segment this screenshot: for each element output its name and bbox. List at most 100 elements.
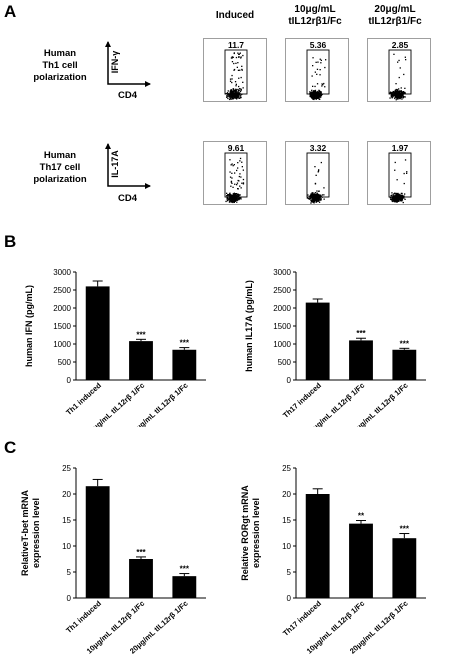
gate-rectangle <box>306 49 330 95</box>
y-tick-label: 10 <box>62 542 71 551</box>
y-tick-label: 500 <box>278 358 292 367</box>
chart-b-left: human IFN (pg/mL) 0 500 1000 1500 2000 2500 300… <box>24 268 206 427</box>
bar <box>392 349 417 380</box>
y-tick-label: 1500 <box>273 322 291 331</box>
y-tick-label: 2500 <box>53 286 71 295</box>
panel-a-letter: A <box>4 2 17 21</box>
y-tick-label: 0 <box>67 376 72 385</box>
row-label-th1-line: Th1 cell <box>42 60 78 71</box>
y-tick-label: 10 <box>282 542 291 551</box>
y-tick-label: 0 <box>287 594 292 603</box>
row-label-th17-line: Th17 cell <box>39 162 81 173</box>
bar <box>129 341 153 380</box>
column-header-induced-line: Induced <box>215 10 255 21</box>
bar <box>305 302 330 380</box>
significance-label: *** <box>356 329 366 338</box>
y-axis-title: human IFN (pg/mL) <box>24 285 34 367</box>
chart-b-right: human IL17A (pg/mL) 0 500 1000 1500 2000 2500 3… <box>244 268 426 427</box>
bar <box>349 340 373 380</box>
gate-percentage: 9.61 <box>228 143 245 153</box>
y-tick-label: 2500 <box>273 286 291 295</box>
gate-rectangle <box>388 152 412 198</box>
gate-percentage: 11.7 <box>228 40 244 50</box>
column-header-induced: Induced <box>190 10 280 22</box>
significance-label: ** <box>358 512 365 521</box>
y-tick-label: 0 <box>67 594 72 603</box>
category-label: Th1 induced <box>64 381 103 418</box>
y-tick-label: 500 <box>58 358 72 367</box>
y-tick-label: 0 <box>287 376 292 385</box>
y-tick-label: 5 <box>287 568 292 577</box>
y-tick-label: 2000 <box>273 304 291 313</box>
y-tick-label: 25 <box>282 464 291 473</box>
column-header-10ug-line: tIL12rβ1/Fc <box>288 16 342 27</box>
row-label-th1-line: polarization <box>33 72 87 83</box>
y-tick-label: 1000 <box>53 340 71 349</box>
column-header-20ug-line: 20μg/mL <box>374 4 416 15</box>
y-tick-label: 5 <box>67 568 72 577</box>
y-axis-title: RelativeT-bet mRNAexpression level <box>20 489 41 576</box>
flow-plot-th1-20ug: 2.85 <box>367 38 431 102</box>
significance-label: *** <box>180 565 190 574</box>
row-label-th1-line: Human <box>43 48 77 59</box>
bar <box>305 494 330 598</box>
y-axis-label-th17: IL-17A <box>110 150 120 178</box>
bar <box>349 523 373 598</box>
bar <box>129 559 153 598</box>
y-tick-label: 3000 <box>273 268 291 277</box>
y-tick-label: 20 <box>62 490 71 499</box>
gate-rectangle <box>224 49 248 95</box>
bar <box>172 349 197 380</box>
gate-rectangle <box>388 49 412 95</box>
significance-label: *** <box>136 548 146 557</box>
gate-percentage: 3.32 <box>310 143 327 153</box>
category-label: Th17 induced <box>281 599 323 638</box>
gate-percentage: 1.97 <box>392 143 409 153</box>
flow-plot-th17-induced: 9.61 <box>203 141 267 205</box>
gate-percentage: 5.36 <box>310 40 327 50</box>
column-header-20ug: 20μg/mL tIL12rβ1/Fc <box>350 4 440 28</box>
y-tick-label: 1000 <box>273 340 291 349</box>
column-header-20ug-line: tIL12rβ1/Fc <box>368 16 422 27</box>
significance-label: *** <box>400 339 410 348</box>
category-label: Th1 induced <box>64 599 103 636</box>
row-label-th17-line: Human <box>43 150 77 161</box>
gate-percentage: 2.85 <box>392 40 409 50</box>
flow-plot-th17-20ug: 1.97 <box>367 141 431 205</box>
column-header-10ug: 10μg/mL tIL12rβ1/Fc <box>270 4 360 28</box>
chart-c-right: Relative RORgt mRNAexpression level 0 5 10 1… <box>240 464 426 656</box>
event-cloud <box>389 159 408 204</box>
flow-plot-th1-induced: 11.7 <box>203 38 267 102</box>
bar <box>85 286 110 380</box>
y-tick-label: 25 <box>62 464 71 473</box>
flow-plot-frame <box>285 141 349 205</box>
event-cloud <box>225 52 244 101</box>
axes-icon-th17: IL-17A <box>105 143 151 189</box>
y-tick-label: 15 <box>62 516 71 525</box>
y-tick-label: 2000 <box>53 304 71 313</box>
event-cloud <box>306 161 325 204</box>
panel-b-letter: B <box>4 232 17 251</box>
y-tick-label: 15 <box>282 516 291 525</box>
row-label-th17-line: polarization <box>33 174 87 185</box>
category-label: Th17 induced <box>281 381 323 420</box>
y-tick-label: 20 <box>282 490 291 499</box>
x-axis-label-th1: CD4 <box>118 90 138 101</box>
significance-label: *** <box>136 330 146 339</box>
chart-c-left: RelativeT-bet mRNAexpression level 0 5 10 15… <box>20 464 206 656</box>
y-axis-title: Relative RORgt mRNAexpression level <box>240 485 261 581</box>
flow-plot-th1-10ug: 5.36 <box>285 38 349 102</box>
y-tick-label: 3000 <box>53 268 71 277</box>
significance-label: *** <box>400 525 410 534</box>
y-tick-label: 1500 <box>53 322 71 331</box>
row-label-th17: Human Th17 cell polarization <box>20 150 100 186</box>
flow-plot-th17-10ug: 3.32 <box>285 141 349 205</box>
x-axis-label-th17: CD4 <box>118 193 138 204</box>
significance-label: *** <box>180 339 190 348</box>
axes-icon-th1: IFN-γ <box>105 41 151 87</box>
panel-c-letter: C <box>4 438 17 457</box>
y-axis-title: human IL17A (pg/mL) <box>244 280 254 372</box>
row-label-th1: Human Th1 cell polarization <box>20 48 100 84</box>
y-axis-label-th1: IFN-γ <box>110 51 120 74</box>
column-header-10ug-line: 10μg/mL <box>294 4 336 15</box>
